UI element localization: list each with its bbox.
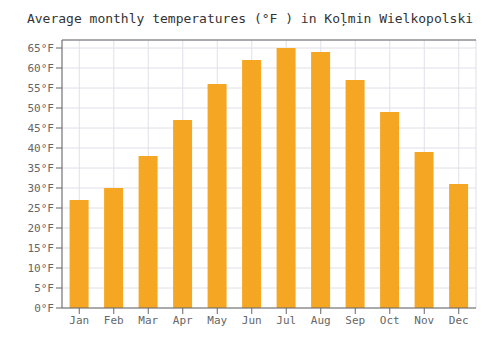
svg-text:Nov: Nov bbox=[414, 314, 434, 327]
svg-text:Mar: Mar bbox=[138, 314, 158, 327]
svg-text:20°F: 20°F bbox=[28, 222, 55, 235]
svg-text:40°F: 40°F bbox=[28, 142, 55, 155]
svg-text:Oct: Oct bbox=[380, 314, 400, 327]
svg-text:May: May bbox=[207, 314, 227, 327]
svg-text:Sep: Sep bbox=[345, 314, 365, 327]
svg-text:50°F: 50°F bbox=[28, 102, 55, 115]
svg-text:25°F: 25°F bbox=[28, 202, 55, 215]
svg-text:60°F: 60°F bbox=[28, 62, 55, 75]
svg-text:Dec: Dec bbox=[449, 314, 469, 327]
svg-text:Aug: Aug bbox=[311, 314, 331, 327]
svg-text:Apr: Apr bbox=[173, 314, 193, 327]
svg-text:Jul: Jul bbox=[276, 314, 296, 327]
svg-text:10°F: 10°F bbox=[28, 262, 55, 275]
svg-text:45°F: 45°F bbox=[28, 122, 55, 135]
svg-text:15°F: 15°F bbox=[28, 242, 55, 255]
svg-text:Feb: Feb bbox=[104, 314, 124, 327]
svg-text:0°F: 0°F bbox=[34, 302, 54, 315]
svg-text:65°F: 65°F bbox=[28, 42, 55, 55]
svg-text:35°F: 35°F bbox=[28, 162, 55, 175]
svg-text:Jun: Jun bbox=[242, 314, 262, 327]
html-text:Average monthly temperatures (: Average monthly temperatures (°F ) in Ko… bbox=[26, 11, 474, 26]
svg-text:5°F: 5°F bbox=[34, 282, 54, 295]
svg-text:Jan: Jan bbox=[69, 314, 89, 327]
svg-text:55°F: 55°F bbox=[28, 82, 55, 95]
svg-text:30°F: 30°F bbox=[28, 182, 55, 195]
